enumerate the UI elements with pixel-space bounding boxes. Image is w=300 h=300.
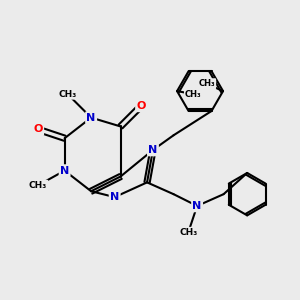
Text: N: N — [148, 145, 158, 155]
Text: CH₃: CH₃ — [58, 90, 77, 99]
Text: O: O — [136, 101, 146, 111]
Text: O: O — [33, 124, 43, 134]
Text: N: N — [86, 112, 96, 123]
Text: CH₃: CH₃ — [199, 79, 215, 88]
Text: CH₃: CH₃ — [179, 228, 197, 237]
Text: CH₃: CH₃ — [29, 181, 47, 190]
Text: N: N — [193, 201, 202, 211]
Text: CH₃: CH₃ — [185, 90, 202, 99]
Text: N: N — [110, 192, 119, 202]
Text: N: N — [60, 166, 69, 176]
